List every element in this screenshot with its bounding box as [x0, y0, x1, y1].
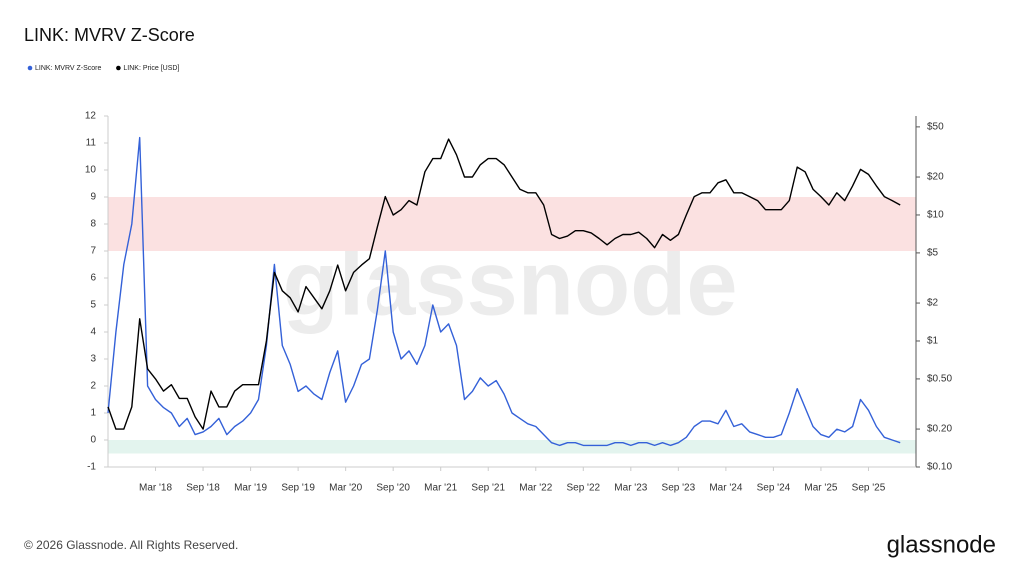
footer: © 2026 Glassnode. All Rights Reserved.	[24, 538, 238, 552]
x-tick-label: Sep '24	[757, 483, 791, 494]
y2-tick-label: $0.50	[927, 374, 952, 385]
x-tick-label: Sep '20	[376, 483, 410, 494]
y-tick-label: 6	[90, 273, 96, 284]
y-tick-label: 7	[90, 246, 96, 257]
y-tick-label: 0	[90, 435, 96, 446]
y2-tick-label: $5	[927, 248, 939, 259]
x-tick-label: Mar '20	[329, 483, 362, 494]
y2-tick-label: $0.10	[927, 462, 952, 473]
y-tick-label: 11	[86, 138, 97, 149]
x-tick-label: Mar '18	[139, 483, 172, 494]
legend-marker	[116, 65, 121, 71]
y-tick-label: 9	[90, 192, 96, 203]
y-tick-label: 2	[90, 381, 96, 392]
x-tick-label: Sep '22	[566, 483, 600, 494]
y-tick-label: 12	[85, 111, 97, 122]
chart-title: LINK: MVRV Z-Score	[24, 25, 195, 45]
x-tick-label: Sep '21	[471, 483, 505, 494]
legend-label: LINK: Price [USD]	[123, 65, 179, 72]
series-line	[107, 138, 901, 430]
y2-tick-label: $0.20	[927, 424, 952, 435]
y2-tick-label: $50	[927, 122, 944, 133]
series-line	[107, 136, 901, 447]
y-tick-label: -1	[87, 462, 96, 473]
y2-tick-label: $1	[927, 336, 939, 347]
x-tick-label: Mar '22	[519, 483, 552, 494]
threshold-band	[108, 197, 916, 251]
y2-tick-label: $20	[927, 172, 944, 183]
legend-label: LINK: MVRV Z-Score	[35, 65, 101, 72]
x-tick-label: Mar '19	[234, 483, 267, 494]
y2-tick-label: $10	[927, 210, 944, 221]
x-tick-label: Mar '25	[804, 483, 837, 494]
brand-logo: glassnode	[887, 531, 996, 558]
x-tick-label: Sep '18	[186, 483, 220, 494]
x-tick-label: Sep '19	[281, 483, 315, 494]
y-tick-label: 8	[90, 219, 96, 230]
y-tick-label: 1	[90, 408, 96, 419]
y-tick-label: 4	[90, 327, 96, 338]
x-tick-label: Sep '25	[852, 483, 886, 494]
legend-marker	[27, 65, 33, 71]
x-tick-label: Sep '23	[662, 483, 696, 494]
y-tick-label: 10	[85, 165, 97, 176]
x-tick-label: Mar '24	[709, 483, 742, 494]
threshold-band	[108, 440, 916, 454]
y2-tick-label: $2	[927, 298, 939, 309]
y-tick-label: 5	[90, 300, 96, 311]
x-tick-label: Mar '23	[614, 483, 647, 494]
y-tick-label: 3	[90, 354, 96, 365]
x-tick-label: Mar '21	[424, 483, 457, 494]
